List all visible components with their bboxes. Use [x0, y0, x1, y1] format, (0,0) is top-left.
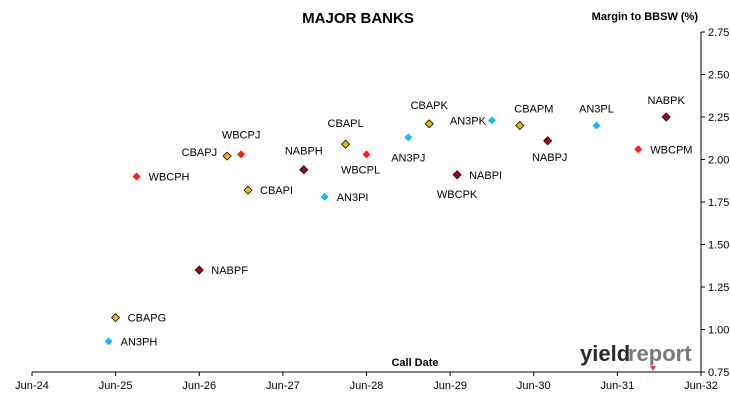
x-axis-ticks: Jun-24 Jun-25 Jun-26 Jun-27 Jun-28 Jun-29 Jun-…: [15, 372, 718, 392]
point-label-cbapk: CBAPK: [411, 100, 449, 112]
point-an3pl: [592, 121, 601, 130]
x-tick-label: Jun-24: [15, 380, 49, 392]
y-tick-label: 2.75: [708, 27, 729, 39]
point-nabpi: [452, 170, 462, 180]
point-label-wbcpk: WBCPK: [437, 189, 478, 201]
y-tick-label: 1.00: [708, 325, 729, 337]
point-label-wbcph: WBCPH: [149, 172, 190, 184]
point-cbapm: [515, 120, 525, 131]
data-points: AN3PH CBAPG WBCPH NABPF CBAPJ WBCPJ CBAPI NABPH…: [104, 95, 692, 348]
point-cbapk: [424, 119, 434, 129]
point-label-cbapi: CBAPI: [260, 185, 293, 197]
logo-text-report: report: [628, 341, 692, 366]
point-wbcpj: [237, 150, 246, 159]
y-tick-label: 0.75: [708, 367, 729, 379]
point-label-nabph: NABPH: [285, 146, 323, 158]
y-tick-label: 2.25: [708, 112, 729, 124]
point-label-wbcpm: WBCPM: [650, 144, 692, 156]
point-an3pk: [487, 116, 496, 125]
chart-title: MAJOR BANKS: [302, 10, 414, 27]
y-tick-label: 1.75: [708, 197, 729, 209]
point-label-cbapm: CBAPM: [514, 104, 553, 116]
point-wbcpl: [362, 150, 371, 159]
point-label-an3pi: AN3PI: [337, 192, 369, 204]
logo-text-yield: yield: [580, 341, 630, 366]
point-label-wbcpj: WBCPJ: [222, 129, 261, 141]
point-cbapl: [341, 139, 351, 149]
point-label-an3ph: AN3PH: [121, 336, 158, 348]
x-tick-label: Jun-31: [601, 380, 635, 392]
point-cbapi: [243, 185, 253, 195]
point-nabpj: [543, 136, 553, 146]
point-wbcpm: [634, 145, 643, 154]
point-label-wbcpl: WBCPL: [341, 164, 380, 176]
y-tick-label: 1.50: [708, 240, 729, 252]
point-nabph: [299, 165, 309, 175]
y-tick-label: 2.00: [708, 155, 729, 167]
y-tick-label: 1.25: [708, 282, 729, 294]
x-tick-label: Jun-25: [99, 380, 133, 392]
point-cbapg: [111, 313, 121, 323]
x-tick-label: Jun-26: [182, 380, 216, 392]
point-label-nabpi: NABPI: [469, 170, 502, 182]
point-label-an3pj: AN3PJ: [391, 152, 425, 164]
y-axis-ticks: 0.75 1.00 1.25 1.50 1.75 2.00 2.25 2.50 2.75: [701, 27, 729, 379]
point-an3pj: [404, 133, 413, 142]
logo-arrow-icon: [650, 366, 656, 371]
x-tick-label: Jun-29: [433, 380, 467, 392]
point-label-cbapl: CBAPL: [328, 118, 364, 130]
point-an3pi: [320, 192, 329, 201]
x-tick-label: Jun-30: [517, 380, 551, 392]
point-label-nabpf: NABPF: [211, 265, 248, 277]
yieldreport-logo: yield report: [580, 341, 692, 371]
x-axis-title: Call Date: [391, 357, 438, 369]
x-tick-label: Jun-32: [684, 380, 718, 392]
point-label-cbapg: CBAPG: [128, 313, 167, 325]
point-cbapj: [222, 151, 232, 161]
point-an3ph: [104, 337, 113, 346]
x-tick-label: Jun-27: [266, 380, 300, 392]
point-nabpf: [194, 265, 204, 275]
point-label-nabpk: NABPK: [648, 95, 686, 107]
point-wbcph: [132, 172, 141, 181]
point-label-nabpj: NABPJ: [532, 152, 567, 164]
y-tick-label: 2.50: [708, 70, 729, 82]
y-axis-title: Margin to BBSW (%): [592, 11, 699, 23]
point-nabpk: [661, 112, 671, 122]
point-label-an3pl: AN3PL: [579, 104, 614, 116]
point-label-cbapj: CBAPJ: [182, 147, 217, 159]
x-tick-label: Jun-28: [350, 380, 384, 392]
point-label-an3pk: AN3PK: [450, 115, 487, 127]
